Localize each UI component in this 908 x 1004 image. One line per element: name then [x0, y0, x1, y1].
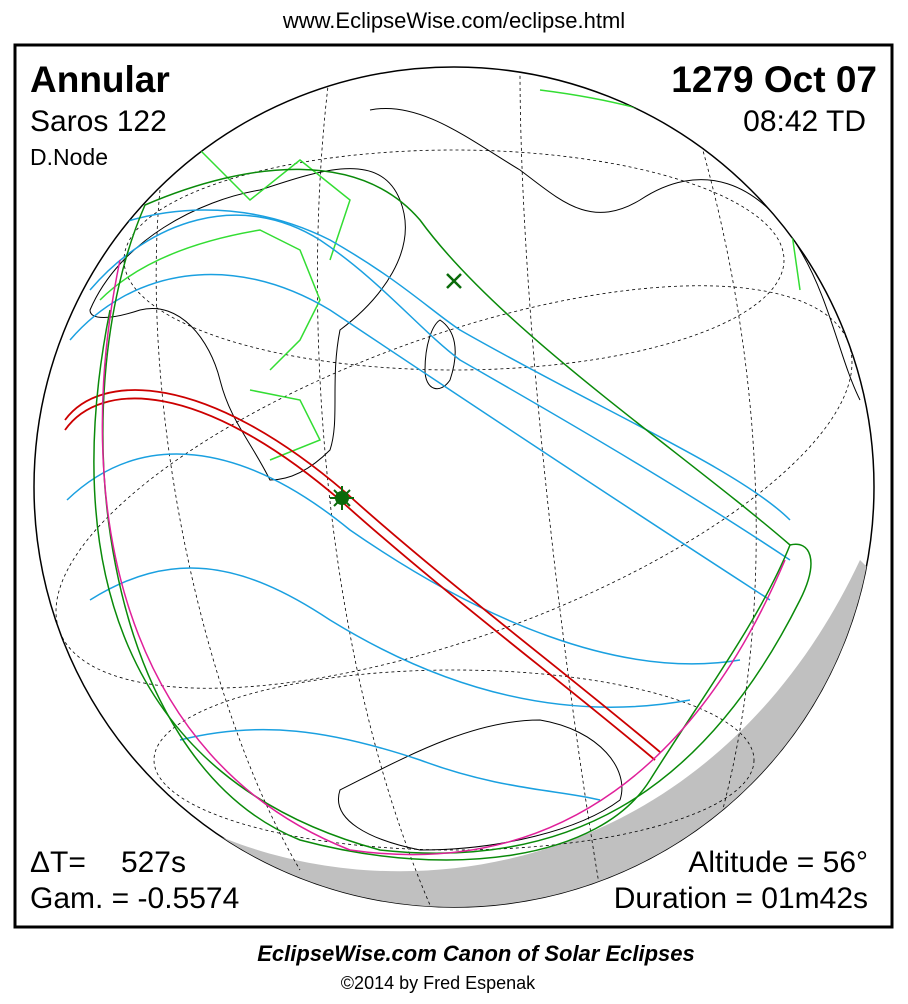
- frame: [13, 43, 894, 929]
- copyright: ©2014 by Fred Espenak: [341, 973, 536, 993]
- altitude: Altitude = 56°: [688, 846, 868, 879]
- gamma: Gam. = -0.5574: [30, 882, 239, 915]
- canon-title: EclipseWise.com Canon of Solar Eclipses: [257, 941, 695, 966]
- coastlines: [89, 108, 861, 851]
- limb-curve: [101, 259, 786, 856]
- max-eclipse-marker: [446, 273, 462, 289]
- date: 1279 Oct 07: [671, 59, 877, 100]
- eclipse-type: Annular: [30, 59, 170, 100]
- duration: Duration = 01m42s: [614, 882, 868, 915]
- time: 08:42 TD: [743, 105, 866, 138]
- url: www.EclipseWise.com/eclipse.html: [282, 8, 625, 33]
- saros: Saros 122: [30, 105, 167, 138]
- delta-t: 527s: [121, 846, 186, 879]
- delta-t-label: ΔT=: [30, 846, 86, 879]
- greatest-duration-marker: [330, 486, 354, 510]
- node: D.Node: [30, 144, 108, 170]
